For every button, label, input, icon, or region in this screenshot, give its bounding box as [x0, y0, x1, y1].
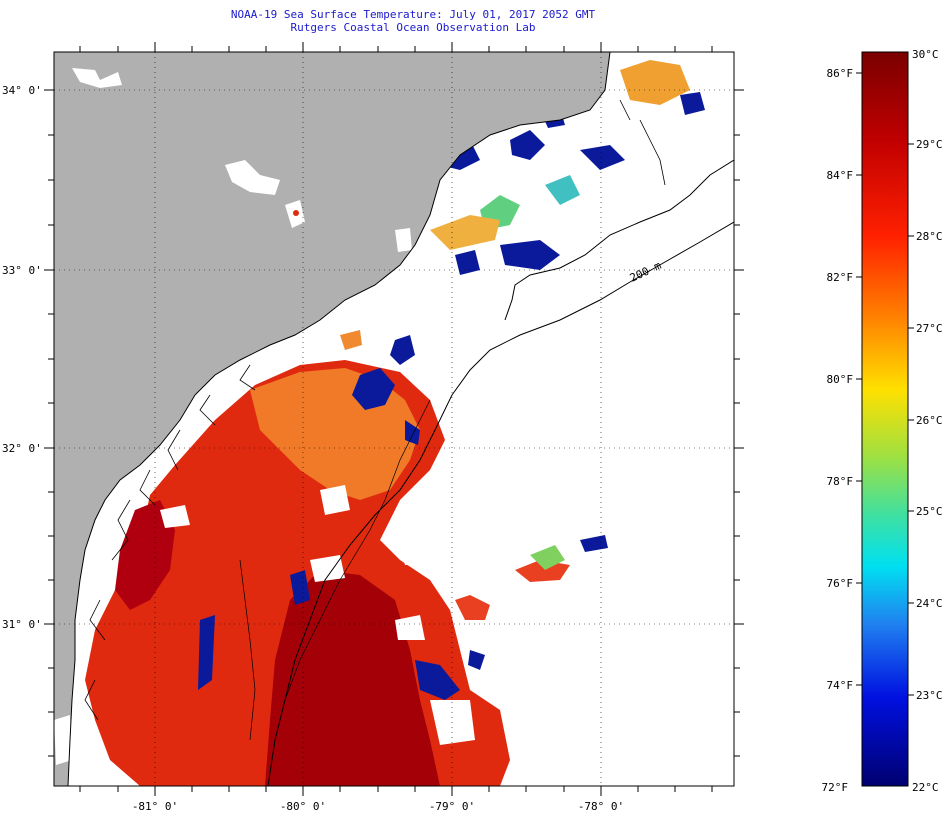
map-title: NOAA-19 Sea Surface Temperature: July 01…	[230, 8, 596, 21]
sst-mid-patches	[340, 60, 690, 570]
c-label-27: 27°C	[916, 322, 943, 335]
lon-label-80: -80° 0'	[280, 800, 326, 813]
colorbar-ticks	[856, 72, 914, 696]
c-label-24: 24°C	[916, 597, 943, 610]
f-label-86: 86°F	[827, 67, 854, 80]
f-label-84: 84°F	[827, 169, 854, 182]
cloud-holes	[160, 485, 475, 745]
c-label-30: 30°C	[912, 48, 939, 61]
sst-offshore-warm	[455, 560, 570, 620]
c-label-25: 25°C	[916, 505, 943, 518]
map-subtitle: Rutgers Coastal Ocean Observation Lab	[290, 21, 536, 34]
lat-label-31: 31° 0'	[2, 618, 42, 631]
colorbar: 86°F 84°F 82°F 80°F 78°F 76°F 74°F 72°F …	[822, 48, 943, 794]
map-panel: 200 m	[54, 52, 734, 786]
axis-ticks	[44, 42, 744, 796]
f-label-78: 78°F	[827, 475, 854, 488]
inland-lake-dot	[293, 210, 299, 216]
c-label-29: 29°C	[916, 138, 943, 151]
f-label-82: 82°F	[827, 271, 854, 284]
isobath-200m	[267, 221, 734, 786]
lat-label-32: 32° 0'	[2, 442, 42, 455]
lat-label-34: 34° 0'	[2, 84, 42, 97]
f-label-72: 72°F	[822, 781, 849, 794]
estuary-lines	[84, 99, 666, 721]
graticule	[54, 52, 734, 786]
c-label-26: 26°C	[916, 414, 943, 427]
colorbar-scale	[861, 51, 909, 787]
lon-label-78: -78° 0'	[578, 800, 624, 813]
inner-isobath	[239, 399, 431, 741]
f-label-74: 74°F	[827, 679, 854, 692]
outer-banks-coast	[504, 159, 734, 321]
c-label-23: 23°C	[916, 689, 943, 702]
lon-label-79: -79° 0'	[429, 800, 475, 813]
land-mass	[54, 52, 610, 786]
c-label-22: 22°C	[912, 781, 939, 794]
lat-label-33: 33° 0'	[2, 264, 42, 277]
f-label-80: 80°F	[827, 373, 854, 386]
f-label-76: 76°F	[827, 577, 854, 590]
c-label-28: 28°C	[916, 230, 943, 243]
map-frame	[53, 51, 735, 787]
sst-hot-west	[115, 500, 175, 610]
lon-label-81: -81° 0'	[132, 800, 178, 813]
land-clouds	[54, 68, 412, 765]
coastline	[67, 52, 611, 786]
